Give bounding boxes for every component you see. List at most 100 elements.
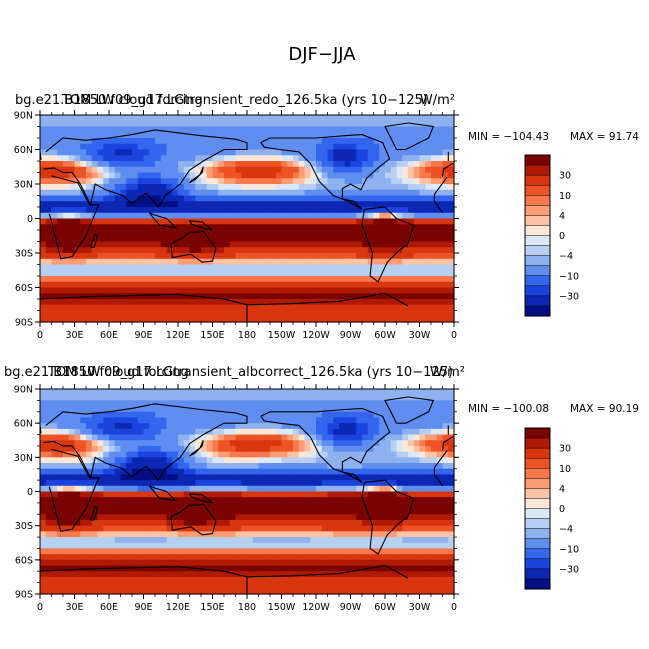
heatmap-cell: [247, 542, 254, 550]
heatmap-cell: [97, 316, 104, 323]
heatmap-cell: [264, 264, 271, 271]
heatmap-cell: [402, 293, 409, 300]
heatmap-cell: [91, 406, 99, 413]
heatmap-cell: [137, 554, 145, 561]
heatmap-cell: [143, 287, 150, 294]
heatmap-cell: [235, 184, 242, 191]
heatmap-cell: [241, 207, 248, 214]
heatmap-cell: [385, 212, 392, 220]
heatmap-cell: [310, 316, 317, 323]
heatmap-cell: [275, 189, 283, 197]
heatmap-cell: [333, 423, 340, 430]
heatmap-cell: [120, 559, 127, 567]
heatmap-cell: [270, 400, 277, 407]
heatmap-cell: [40, 299, 47, 306]
heatmap-cell: [195, 115, 202, 122]
heatmap-cell: [252, 508, 260, 515]
heatmap-cell: [86, 281, 93, 289]
heatmap-cell: [235, 463, 242, 470]
heatmap-cell: [229, 491, 237, 498]
heatmap-cell: [287, 155, 294, 162]
heatmap-cell: [275, 293, 283, 300]
heatmap-cell: [218, 172, 225, 179]
heatmap-cell: [402, 299, 409, 306]
heatmap-cell: [350, 212, 357, 220]
colorbar-swatch: [524, 184, 551, 196]
heatmap-cell: [419, 132, 426, 139]
heatmap-cell: [344, 508, 352, 515]
heatmap-cell: [201, 161, 208, 168]
heatmap-cell: [97, 559, 104, 567]
heatmap-cell: [172, 166, 179, 174]
heatmap-cell: [172, 508, 179, 515]
heatmap-cell: [425, 411, 432, 419]
heatmap-cell: [212, 253, 219, 260]
heatmap-cell: [436, 281, 444, 289]
heatmap-cell: [247, 411, 254, 419]
heatmap-cell: [350, 463, 357, 470]
heatmap-cell: [63, 276, 70, 283]
heatmap-cell: [40, 149, 47, 156]
heatmap-cell: [63, 428, 70, 436]
colorbar-swatch: [524, 225, 551, 237]
heatmap-cell: [109, 310, 116, 317]
heatmap-cell: [212, 468, 219, 476]
heatmap-cell: [155, 542, 162, 550]
heatmap-cell: [74, 293, 81, 300]
heatmap-cell: [241, 166, 248, 174]
heatmap-cell: [333, 241, 340, 248]
colorbar-swatch: [524, 245, 551, 257]
heatmap-cell: [229, 400, 237, 407]
heatmap-cell: [310, 149, 317, 156]
heatmap-cell: [63, 293, 70, 300]
heatmap-cell: [74, 480, 81, 487]
heatmap-cell: [419, 537, 426, 544]
heatmap-cell: [103, 468, 110, 476]
heatmap-cell: [178, 293, 185, 300]
heatmap-cell: [344, 155, 352, 162]
heatmap-cell: [327, 224, 334, 231]
heatmap-cell: [97, 201, 104, 208]
heatmap-cell: [51, 132, 58, 139]
heatmap-cell: [258, 428, 265, 436]
heatmap-cell: [149, 316, 156, 323]
heatmap-cell: [436, 189, 444, 197]
heatmap-cell: [362, 241, 369, 248]
heatmap-cell: [344, 161, 352, 168]
heatmap-cell: [224, 451, 231, 458]
heatmap-cell: [304, 508, 311, 515]
heatmap-cell: [373, 423, 380, 430]
heatmap-cell: [160, 149, 168, 156]
heatmap-cell: [281, 287, 288, 294]
heatmap-cell: [270, 417, 277, 424]
heatmap-cell: [362, 120, 369, 128]
heatmap-cell: [166, 316, 173, 323]
heatmap-cell: [166, 235, 173, 243]
heatmap-cell: [74, 463, 81, 470]
heatmap-cell: [137, 132, 145, 139]
heatmap-cell: [57, 178, 64, 185]
heatmap-cell: [212, 445, 219, 453]
heatmap-cell: [402, 497, 409, 504]
heatmap-cell: [275, 531, 283, 538]
heatmap-cell: [350, 253, 357, 260]
heatmap-cell: [264, 149, 271, 156]
heatmap-cell: [45, 502, 53, 510]
heatmap-cell: [166, 241, 173, 248]
heatmap-cell: [172, 468, 179, 476]
heatmap-cell: [201, 457, 208, 464]
heatmap-cell: [333, 293, 340, 300]
heatmap-cell: [344, 207, 352, 214]
heatmap-cell: [57, 247, 64, 254]
heatmap-cell: [218, 440, 225, 447]
panel-2-min-label: MIN = −100.08: [468, 403, 549, 415]
heatmap-cell: [206, 184, 214, 191]
heatmap-cell: [229, 457, 237, 464]
heatmap-cell: [281, 115, 288, 122]
heatmap-cell: [126, 299, 133, 306]
heatmap-cell: [155, 155, 162, 162]
heatmap-cell: [333, 161, 340, 168]
heatmap-cell: [109, 434, 116, 441]
heatmap-cell: [293, 207, 300, 214]
heatmap-cell: [304, 178, 311, 185]
